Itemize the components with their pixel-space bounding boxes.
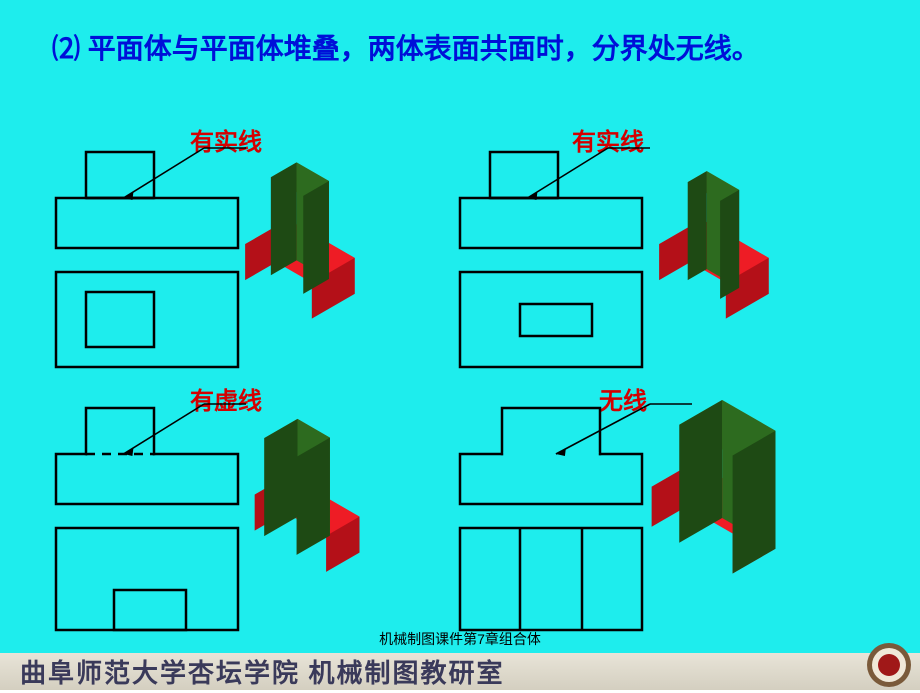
footer-text: 曲阜师范大学杏坛学院 机械制图教研室: [20, 653, 505, 690]
ortho-br: [460, 408, 642, 630]
university-seal-icon: [866, 642, 912, 688]
slide-caption: 机械制图课件第7章组合体: [0, 629, 920, 649]
iso-tr: [672, 184, 872, 354]
footer-bar: 曲阜师范大学杏坛学院 机械制图教研室: [0, 653, 920, 690]
ortho-tr: [460, 152, 642, 367]
iso-tl: [258, 184, 458, 354]
ortho-tl: [56, 152, 238, 367]
iso-br: [660, 418, 890, 618]
ortho-bl: [56, 408, 238, 630]
slide-title: ⑵ 平面体与平面体堆叠，两体表面共面时，分界处无线。: [52, 28, 882, 70]
iso-bl: [258, 440, 458, 610]
